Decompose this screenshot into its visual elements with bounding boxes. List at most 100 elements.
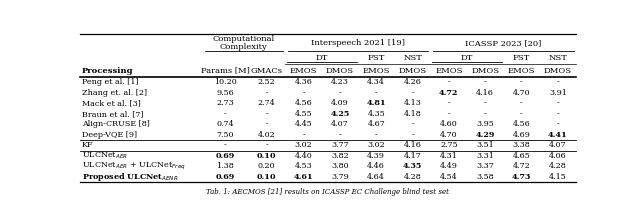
Text: -: - bbox=[411, 89, 414, 97]
Text: 4.35: 4.35 bbox=[403, 162, 422, 170]
Text: 4.26: 4.26 bbox=[404, 78, 422, 86]
Text: -: - bbox=[520, 99, 523, 107]
Text: -: - bbox=[484, 110, 486, 118]
Text: -: - bbox=[411, 131, 414, 139]
Text: EMOS: EMOS bbox=[435, 67, 463, 75]
Text: DMOS: DMOS bbox=[471, 67, 499, 75]
Text: 4.36: 4.36 bbox=[294, 78, 312, 86]
Text: -: - bbox=[484, 78, 486, 86]
Text: 4.29: 4.29 bbox=[476, 131, 495, 139]
Text: 4.64: 4.64 bbox=[367, 173, 385, 181]
Text: 4.16: 4.16 bbox=[476, 89, 494, 97]
Text: -: - bbox=[302, 89, 305, 97]
Text: FST: FST bbox=[513, 54, 530, 62]
Text: 0.69: 0.69 bbox=[215, 173, 235, 181]
Text: EMOS: EMOS bbox=[508, 67, 535, 75]
Text: -: - bbox=[556, 110, 559, 118]
Text: -: - bbox=[447, 99, 451, 107]
Text: 3.38: 3.38 bbox=[513, 141, 531, 149]
Text: ULCNet$_{AER}$: ULCNet$_{AER}$ bbox=[82, 151, 128, 161]
Text: 4.49: 4.49 bbox=[440, 162, 458, 170]
Text: -: - bbox=[375, 89, 378, 97]
Text: 4.55: 4.55 bbox=[295, 110, 312, 118]
Text: 4.73: 4.73 bbox=[512, 173, 531, 181]
Text: 4.23: 4.23 bbox=[331, 78, 349, 86]
Text: DT: DT bbox=[316, 54, 328, 62]
Text: DMOS: DMOS bbox=[326, 67, 354, 75]
Text: 4.34: 4.34 bbox=[367, 78, 385, 86]
Text: Complexity: Complexity bbox=[220, 43, 268, 51]
Text: Zhang et. al. [2]: Zhang et. al. [2] bbox=[82, 89, 147, 97]
Text: 3.58: 3.58 bbox=[476, 173, 494, 181]
Text: 4.45: 4.45 bbox=[294, 120, 312, 128]
Text: 3.02: 3.02 bbox=[294, 141, 312, 149]
Text: DT: DT bbox=[461, 54, 473, 62]
Text: 2.52: 2.52 bbox=[258, 78, 275, 86]
Text: 0.10: 0.10 bbox=[257, 152, 276, 160]
Text: 0.74: 0.74 bbox=[216, 120, 234, 128]
Text: -: - bbox=[520, 110, 523, 118]
Text: -: - bbox=[265, 89, 268, 97]
Text: -: - bbox=[265, 110, 268, 118]
Text: -: - bbox=[556, 120, 559, 128]
Text: -: - bbox=[223, 110, 227, 118]
Text: -: - bbox=[520, 78, 523, 86]
Text: 3.77: 3.77 bbox=[331, 141, 349, 149]
Text: 4.13: 4.13 bbox=[404, 99, 422, 107]
Text: 3.79: 3.79 bbox=[331, 173, 349, 181]
Text: FST: FST bbox=[367, 54, 385, 62]
Text: Peng et al. [1]: Peng et al. [1] bbox=[82, 78, 139, 86]
Text: 3.82: 3.82 bbox=[331, 152, 349, 160]
Text: 4.25: 4.25 bbox=[330, 110, 349, 118]
Text: EMOS: EMOS bbox=[290, 67, 317, 75]
Text: KF: KF bbox=[82, 141, 93, 149]
Text: 4.09: 4.09 bbox=[331, 99, 349, 107]
Text: 4.06: 4.06 bbox=[549, 152, 566, 160]
Text: 4.07: 4.07 bbox=[549, 141, 566, 149]
Text: 4.70: 4.70 bbox=[440, 131, 458, 139]
Text: Braun et al. [7]: Braun et al. [7] bbox=[82, 110, 143, 118]
Text: 4.39: 4.39 bbox=[367, 152, 385, 160]
Text: -: - bbox=[556, 99, 559, 107]
Text: 3.80: 3.80 bbox=[331, 162, 349, 170]
Text: 2.73: 2.73 bbox=[216, 99, 234, 107]
Text: 4.56: 4.56 bbox=[294, 99, 312, 107]
Text: 0.69: 0.69 bbox=[215, 152, 235, 160]
Text: Proposed ULCNet$_{AENR}$: Proposed ULCNet$_{AENR}$ bbox=[82, 171, 179, 183]
Text: -: - bbox=[375, 131, 378, 139]
Text: DMOS: DMOS bbox=[399, 67, 427, 75]
Text: NST: NST bbox=[548, 54, 567, 62]
Text: -: - bbox=[447, 110, 451, 118]
Text: 3.37: 3.37 bbox=[476, 162, 494, 170]
Text: -: - bbox=[484, 99, 486, 107]
Text: 10.20: 10.20 bbox=[214, 78, 236, 86]
Text: -: - bbox=[556, 78, 559, 86]
Text: 4.17: 4.17 bbox=[404, 152, 421, 160]
Text: Computational: Computational bbox=[212, 35, 275, 43]
Text: 4.61: 4.61 bbox=[294, 173, 314, 181]
Text: 4.67: 4.67 bbox=[367, 120, 385, 128]
Text: -: - bbox=[447, 78, 451, 86]
Text: ULCNet$_{AER}$ + ULCNet$_{Freq}$: ULCNet$_{AER}$ + ULCNet$_{Freq}$ bbox=[82, 161, 186, 172]
Text: -: - bbox=[302, 131, 305, 139]
Text: 4.15: 4.15 bbox=[549, 173, 566, 181]
Text: 4.02: 4.02 bbox=[258, 131, 275, 139]
Text: 9.56: 9.56 bbox=[216, 89, 234, 97]
Text: Interspeech 2021 [19]: Interspeech 2021 [19] bbox=[311, 39, 405, 47]
Text: 4.40: 4.40 bbox=[294, 152, 312, 160]
Text: EMOS: EMOS bbox=[362, 67, 390, 75]
Text: 4.18: 4.18 bbox=[404, 110, 421, 118]
Text: Params [M]: Params [M] bbox=[200, 67, 250, 75]
Text: -: - bbox=[339, 131, 341, 139]
Text: NST: NST bbox=[403, 54, 422, 62]
Text: 0.10: 0.10 bbox=[257, 173, 276, 181]
Text: 4.41: 4.41 bbox=[548, 131, 568, 139]
Text: Mack et al. [3]: Mack et al. [3] bbox=[82, 99, 141, 107]
Text: Deep-VQE [9]: Deep-VQE [9] bbox=[82, 131, 137, 139]
Text: 4.54: 4.54 bbox=[440, 173, 458, 181]
Text: Tab. 1: AECMOS [21] results on ICASSP EC Challenge blind test set: Tab. 1: AECMOS [21] results on ICASSP EC… bbox=[207, 188, 449, 196]
Text: 4.35: 4.35 bbox=[367, 110, 385, 118]
Text: DMOS: DMOS bbox=[544, 67, 572, 75]
Text: 2.74: 2.74 bbox=[258, 99, 275, 107]
Text: 4.69: 4.69 bbox=[513, 131, 531, 139]
